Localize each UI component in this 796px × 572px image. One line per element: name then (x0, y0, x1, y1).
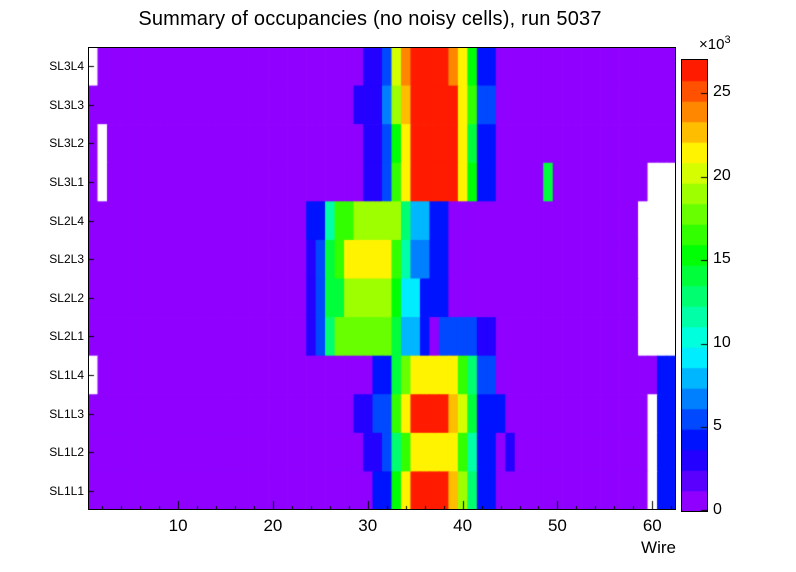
colorbar-tick-label: 0 (713, 501, 722, 518)
colorbar-exponent: ×103 (699, 34, 731, 53)
y-tick-label: SL2L1 (49, 329, 84, 344)
y-tick-label: SL3L2 (49, 136, 84, 151)
y-tick-label: SL2L4 (49, 213, 84, 228)
colorbar-tick-label: 5 (713, 417, 722, 435)
y-tick-label: SL3L1 (49, 175, 84, 190)
colorbar-tick-label: 10 (713, 333, 731, 351)
x-tick-label: 60 (642, 516, 662, 535)
y-tick-label: SL1L3 (49, 406, 84, 421)
colorbar-tick-label: 15 (713, 250, 731, 268)
y-tick-label: SL3L3 (49, 97, 84, 112)
colorbar (681, 59, 708, 512)
chart-title: Summary of occupancies (no noisy cells),… (138, 8, 602, 30)
x-tick-label: 30 (358, 516, 378, 535)
y-tick-label: SL2L3 (49, 252, 84, 267)
y-tick-label: SL3L4 (49, 59, 84, 74)
colorbar-tick-label: 25 (713, 83, 731, 101)
x-axis-label: Wire (641, 538, 676, 557)
colorbar-exponent-power: 3 (724, 34, 731, 46)
colorbar-exponent-base: ×10 (699, 36, 725, 53)
x-tick-label: 10 (168, 516, 188, 535)
x-tick-label: 20 (263, 516, 283, 535)
heatmap (88, 47, 676, 510)
y-tick-label: SL1L2 (49, 445, 84, 460)
y-tick-label: SL1L4 (49, 367, 84, 382)
x-tick-label: 40 (453, 516, 473, 535)
y-tick-label: SL2L2 (49, 290, 84, 305)
x-tick-label: 50 (547, 516, 567, 535)
colorbar-tick-label: 20 (713, 166, 731, 184)
y-tick-label: SL1L1 (49, 483, 84, 498)
